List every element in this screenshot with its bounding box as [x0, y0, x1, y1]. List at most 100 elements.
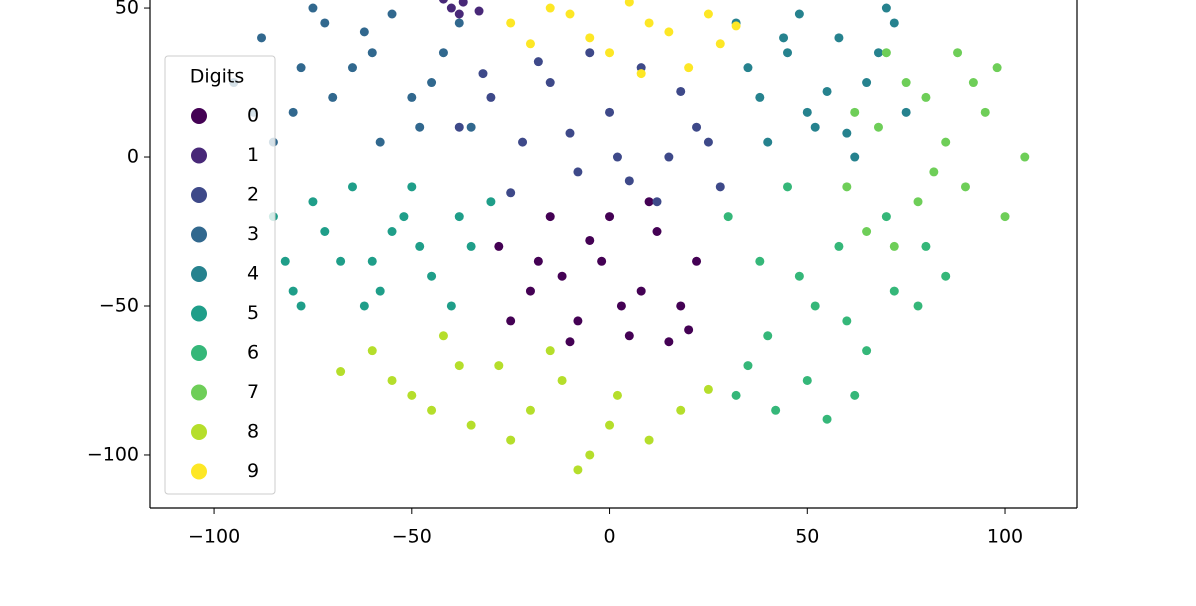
x-tick-label: −50 — [392, 526, 432, 548]
legend-box — [164, 55, 276, 495]
point — [454, 9, 464, 19]
point — [715, 182, 725, 192]
point — [624, 331, 634, 341]
point — [387, 227, 397, 237]
point — [703, 137, 713, 147]
point — [415, 241, 425, 251]
point — [889, 241, 899, 251]
point — [612, 390, 622, 400]
point — [486, 197, 496, 207]
point — [692, 256, 702, 266]
point — [458, 0, 468, 7]
legend-marker — [191, 108, 207, 124]
x-tick-label: −100 — [188, 526, 240, 548]
point — [375, 137, 385, 147]
point — [320, 227, 330, 237]
x-tick-label: 0 — [603, 526, 615, 548]
point — [525, 286, 535, 296]
point — [1020, 152, 1030, 162]
y-tick-label: −100 — [87, 443, 139, 465]
point — [953, 48, 963, 58]
y-tick-label: −50 — [99, 294, 139, 316]
point — [850, 107, 860, 117]
point — [664, 337, 674, 347]
legend-label: 5 — [247, 302, 259, 324]
point — [612, 152, 622, 162]
point — [545, 346, 555, 356]
point — [474, 6, 484, 16]
point — [525, 405, 535, 415]
point — [407, 92, 417, 102]
point — [755, 92, 765, 102]
point — [842, 128, 852, 138]
point — [850, 390, 860, 400]
point — [652, 227, 662, 237]
point — [810, 301, 820, 311]
point — [834, 241, 844, 251]
point — [703, 384, 713, 394]
point — [1000, 212, 1010, 222]
point — [731, 390, 741, 400]
point — [466, 122, 476, 132]
point — [676, 405, 686, 415]
point — [783, 182, 793, 192]
point — [881, 212, 891, 222]
point — [533, 57, 543, 67]
point — [862, 78, 872, 88]
point — [842, 182, 852, 192]
point — [684, 63, 694, 73]
point — [438, 48, 448, 58]
point — [664, 27, 674, 37]
point — [644, 197, 654, 207]
point — [308, 3, 318, 13]
legend-marker — [191, 345, 207, 361]
legend-label: 6 — [247, 342, 259, 364]
point — [968, 78, 978, 88]
legend-label: 2 — [247, 184, 259, 206]
point — [506, 188, 516, 198]
point — [850, 152, 860, 162]
y-tick-label: 50 — [115, 0, 139, 19]
point — [585, 48, 595, 58]
point — [478, 69, 488, 79]
point — [545, 3, 555, 13]
point — [684, 325, 694, 335]
point — [557, 375, 567, 385]
point — [454, 212, 464, 222]
point — [427, 405, 437, 415]
point — [921, 241, 931, 251]
point — [328, 92, 338, 102]
legend-marker — [191, 266, 207, 282]
point — [506, 18, 516, 28]
point — [822, 414, 832, 424]
point — [755, 256, 765, 266]
x-tick-label: 100 — [987, 526, 1023, 548]
point — [280, 256, 290, 266]
point — [565, 128, 575, 138]
point — [257, 33, 267, 43]
point — [427, 78, 437, 88]
legend-label: 3 — [247, 223, 259, 245]
point — [336, 367, 346, 377]
point — [387, 375, 397, 385]
legend-label: 0 — [247, 105, 259, 127]
point — [415, 122, 425, 132]
legend-marker — [191, 424, 207, 440]
point — [842, 316, 852, 326]
point — [375, 286, 385, 296]
point — [347, 182, 357, 192]
point — [585, 450, 595, 460]
legend-marker — [191, 463, 207, 480]
point — [763, 137, 773, 147]
legend: Digits 0 1 2 3 4 5 6 7 8 9 — [164, 55, 276, 495]
point — [518, 137, 528, 147]
point — [810, 122, 820, 132]
point — [723, 212, 733, 222]
point — [692, 122, 702, 132]
point — [881, 3, 891, 13]
point — [399, 212, 409, 222]
point — [605, 107, 615, 117]
point — [921, 92, 931, 102]
point — [822, 86, 832, 96]
point — [929, 167, 939, 177]
